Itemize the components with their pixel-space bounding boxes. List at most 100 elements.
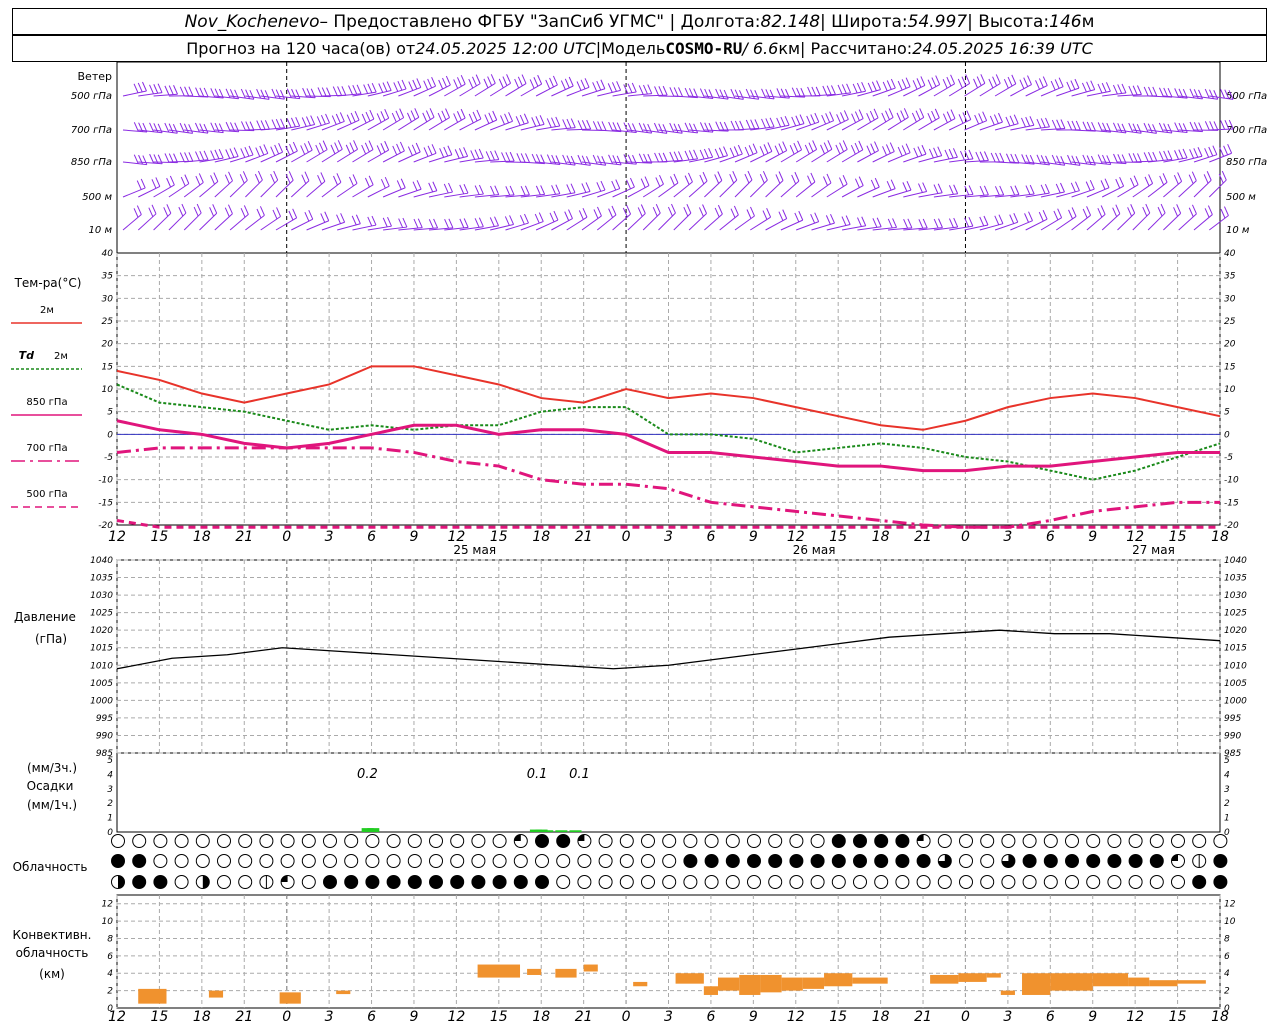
- cloud-circle: [535, 875, 549, 889]
- wind-barb: [1117, 175, 1139, 198]
- wind-barb-staff: [642, 212, 661, 231]
- wind-barb-staff: [122, 161, 147, 166]
- wind-barb-staff: [444, 192, 469, 198]
- wind-barb-staff: [336, 148, 358, 163]
- wind-barb-feather: [937, 183, 943, 193]
- wind-barb-feather: [301, 174, 307, 184]
- wind-barb-staff: [872, 226, 897, 231]
- wind-barb-staff: [1193, 154, 1218, 163]
- wind-barb-feather: [183, 123, 189, 133]
- wind-barb-feather: [856, 82, 862, 93]
- wind-barb-feather: [611, 82, 617, 92]
- wind-barb-feather: [136, 205, 142, 215]
- wind-barb-feather: [516, 153, 522, 163]
- wind-barb-feather: [1177, 172, 1183, 182]
- wind-barb-staff: [612, 213, 631, 231]
- wind-barb-feather: [341, 86, 347, 96]
- wind-barb-feather: [429, 108, 435, 118]
- temp-tick-right: 35: [1224, 272, 1236, 282]
- wind-barb-feather: [1167, 150, 1173, 160]
- wind-barb: [1010, 211, 1033, 231]
- wind-barb-feather: [841, 84, 847, 94]
- cloud-symbol: [556, 834, 571, 848]
- wind-barb-feather: [687, 172, 693, 183]
- cloud-symbol: [874, 834, 889, 848]
- cloud-circle: [619, 834, 634, 848]
- wind-barb-feather: [509, 185, 515, 196]
- conv-bar: [781, 977, 803, 991]
- wind-barb-staff: [230, 95, 254, 100]
- wind-barb-feather: [1029, 116, 1035, 126]
- wind-barb-feather: [416, 180, 422, 190]
- wind-barb-feather: [535, 116, 541, 126]
- wind-barb: [826, 140, 848, 163]
- wind-barb-staff: [627, 161, 652, 164]
- wind-barb-feather: [1013, 213, 1019, 223]
- wind-barb-feather: [1209, 89, 1214, 99]
- precip-tick-right: 4: [1224, 770, 1230, 780]
- wind-barb-feather: [1071, 155, 1077, 165]
- wind-barb-feather: [581, 183, 587, 193]
- wind-barb: [642, 174, 664, 198]
- wind-barb-feather: [1117, 84, 1123, 94]
- conv-bar: [703, 986, 718, 995]
- wind-barb: [428, 218, 454, 231]
- wind-barb-feather: [958, 114, 964, 124]
- wind-barb-feather: [396, 143, 402, 154]
- wind-barb-feather: [596, 182, 602, 192]
- wind-barb: [1040, 154, 1066, 166]
- wind-barb: [933, 184, 959, 198]
- wind-barb-feather: [517, 76, 523, 87]
- precip-tick-right: 3: [1224, 785, 1230, 795]
- wind-barb-feather: [890, 179, 896, 189]
- wind-barb-feather: [195, 151, 200, 161]
- wind-barb-feather: [659, 174, 664, 185]
- wind-barb: [872, 179, 896, 198]
- hour-label-top: 6: [1046, 529, 1055, 545]
- wind-barb-feather: [346, 114, 352, 124]
- wind-barb-feather: [765, 89, 771, 99]
- wind-barb-feather: [448, 182, 453, 193]
- wind-level-right: 10 м: [1226, 225, 1250, 236]
- hour-label-top: 9: [749, 529, 758, 545]
- wind-barb-feather: [384, 140, 390, 151]
- wind-barb-staff: [214, 180, 233, 198]
- hour-label-top: 18: [1211, 529, 1229, 545]
- wind-barb-feather: [964, 150, 970, 160]
- wind-barb: [903, 182, 928, 198]
- cloud-symbol: [1043, 854, 1058, 868]
- wind-barb-staff: [1101, 213, 1121, 231]
- wind-barb-staff: [1193, 95, 1218, 100]
- wind-barb-feather: [407, 146, 413, 156]
- wind-barb-feather: [938, 218, 943, 228]
- wind-barb-feather: [796, 87, 802, 98]
- cloud-symbol: [916, 834, 931, 848]
- cloud-symbol: [429, 875, 443, 889]
- hour-label-bottom: 12: [787, 1009, 805, 1024]
- wind-barb-staff: [1086, 214, 1106, 231]
- wind-barb: [964, 215, 989, 231]
- wind-barb: [306, 140, 328, 163]
- wind-barb: [199, 148, 224, 163]
- cloud-symbol: [174, 854, 189, 868]
- cloud-circle: [174, 834, 189, 848]
- conv-bar: [930, 974, 959, 984]
- wind-barb-feather: [248, 145, 254, 156]
- precip-tick-right: 5: [1224, 756, 1230, 766]
- wind-barb-feather: [640, 178, 646, 188]
- wind-barb: [1193, 145, 1218, 163]
- wind-barb-staff: [1178, 155, 1203, 163]
- wind-barb-staff: [1148, 159, 1173, 163]
- legend-label: 850 гПа: [26, 397, 67, 408]
- wind-barb-feather: [931, 77, 937, 87]
- cloud-symbol: [1128, 834, 1143, 848]
- wind-barb-feather: [746, 209, 752, 219]
- wind-barb: [1163, 148, 1188, 163]
- wind-barb: [811, 140, 833, 163]
- wind-barb-staff: [704, 213, 723, 231]
- cloud-circle: [301, 875, 316, 889]
- wind-barb-feather: [164, 153, 170, 163]
- wind-barb-feather: [990, 152, 996, 163]
- wind-barb-feather: [249, 121, 255, 131]
- wind-barb-feather: [393, 82, 399, 92]
